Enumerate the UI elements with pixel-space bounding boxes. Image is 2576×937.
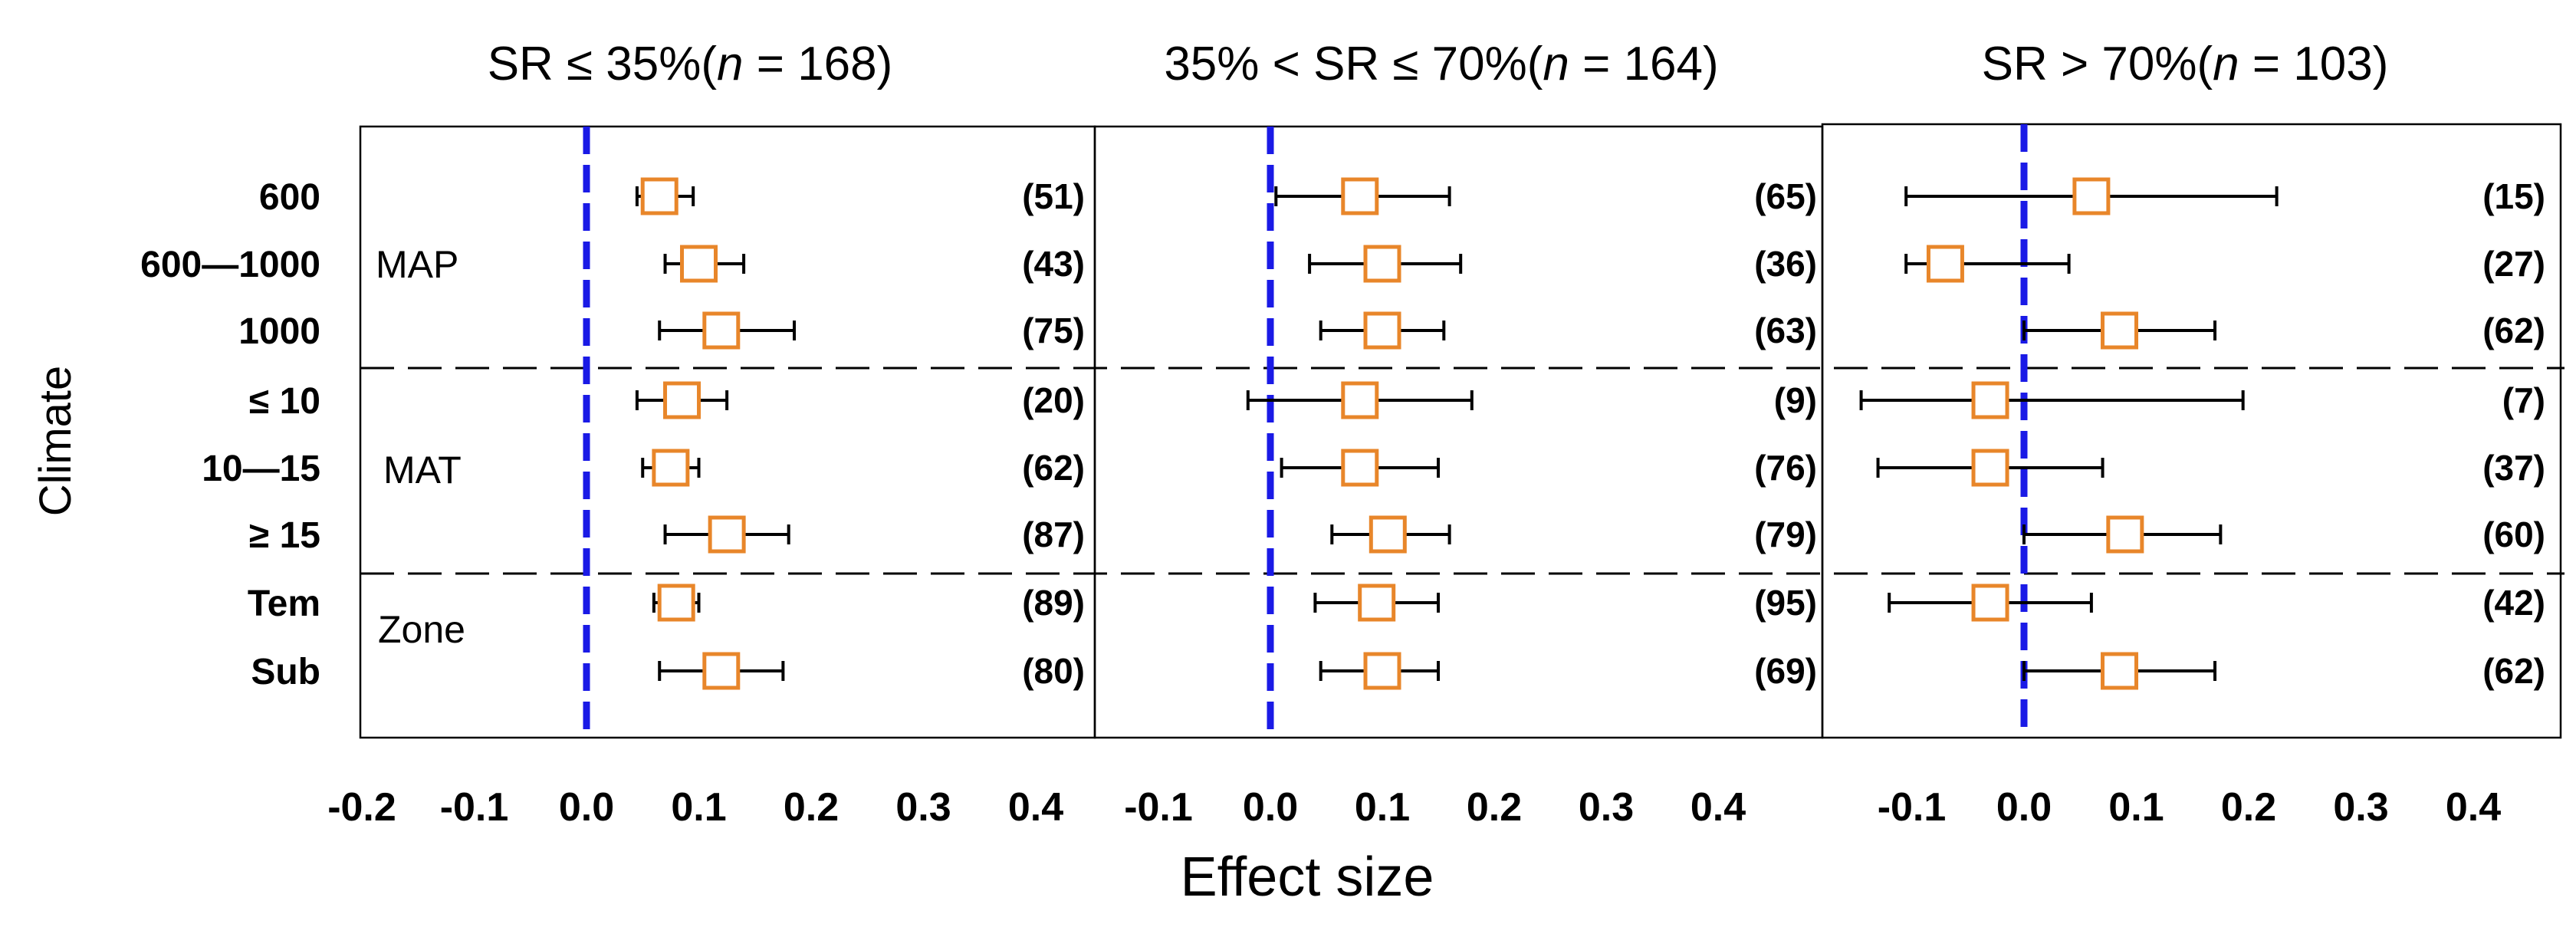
x-tick-label: -0.2	[327, 785, 396, 830]
row-label: 10—15	[202, 449, 320, 489]
sample-count-label: (69)	[1754, 651, 1817, 691]
x-tick-label: 0.0	[1996, 785, 2052, 830]
sample-count-label: (95)	[1754, 583, 1817, 623]
effect-marker	[1971, 584, 2009, 622]
effect-marker	[2072, 177, 2111, 215]
x-tick-label: 0.2	[1467, 785, 1522, 830]
panel-title-prefix: 35% < SR ≤ 70%(	[1164, 38, 1543, 90]
effect-marker	[652, 449, 690, 487]
panel-frame	[359, 125, 1096, 739]
x-axis-label: Effect size	[1181, 847, 1434, 908]
effect-marker	[1368, 515, 1407, 554]
effect-marker	[657, 584, 695, 622]
effect-marker	[1341, 449, 1379, 487]
x-tick-label: 0.3	[1579, 785, 1634, 830]
sample-count-label: (62)	[2482, 311, 2545, 350]
sample-count-label: (62)	[1022, 448, 1085, 488]
x-tick-label: 0.2	[784, 785, 839, 830]
x-tick-label: -0.1	[1878, 785, 1947, 830]
effect-marker	[2106, 515, 2144, 554]
x-tick-label: 0.4	[1691, 785, 1746, 830]
x-tick-label: 0.2	[2221, 785, 2276, 830]
effect-marker	[702, 652, 741, 690]
x-tick-label: 0.0	[559, 785, 614, 830]
sample-count-label: (79)	[1754, 515, 1817, 554]
sample-count-label: (9)	[1774, 380, 1817, 420]
sample-count-label: (75)	[1022, 311, 1085, 350]
sample-count-label: (36)	[1754, 244, 1817, 284]
effect-marker	[1341, 177, 1379, 215]
sample-count-label: (51)	[1022, 176, 1085, 216]
row-label: 600—1000	[140, 245, 320, 285]
group-label: MAT	[383, 449, 462, 492]
sample-count-label: (89)	[1022, 583, 1085, 623]
row-label: ≥ 15	[249, 515, 320, 556]
x-tick-label: 0.1	[2108, 785, 2164, 830]
effect-marker	[1341, 381, 1379, 419]
row-label: 600	[259, 177, 320, 218]
x-tick-label: 0.4	[2446, 785, 2501, 830]
row-label: Tem	[248, 584, 320, 624]
panel-title: 35% < SR ≤ 70%(n = 164)	[1164, 38, 1718, 90]
y-axis-label: Climate	[31, 366, 80, 517]
sample-count-label: (20)	[1022, 380, 1085, 420]
row-label: ≤ 10	[249, 381, 320, 422]
x-tick-label: 0.1	[1355, 785, 1410, 830]
panel-title: SR ≤ 35%(n = 168)	[488, 38, 893, 90]
panel-frame	[1821, 123, 2562, 739]
x-tick-label: 0.0	[1243, 785, 1298, 830]
effect-marker	[2101, 311, 2139, 350]
panel-title-suffix: = 103)	[2239, 38, 2389, 90]
sample-count-label: (43)	[1022, 244, 1085, 284]
row-label: Sub	[251, 652, 320, 692]
sample-count-label: (80)	[1022, 651, 1085, 691]
effect-marker	[663, 381, 702, 419]
panel-title-suffix: = 168)	[744, 38, 893, 90]
x-tick-label: 0.1	[671, 785, 726, 830]
panel-title: SR > 70%(n = 103)	[1982, 38, 2389, 90]
sample-count-label: (76)	[1754, 448, 1817, 488]
effect-marker	[1358, 584, 1396, 622]
effect-marker	[2101, 652, 2139, 690]
effect-marker	[1926, 245, 1964, 283]
sample-count-label: (15)	[2482, 176, 2545, 216]
effect-marker	[1363, 245, 1401, 283]
group-label: Zone	[378, 608, 465, 651]
x-tick-label: -0.1	[440, 785, 509, 830]
effect-marker	[640, 177, 678, 215]
effect-marker	[708, 515, 746, 554]
x-tick-label: -0.1	[1124, 785, 1193, 830]
effect-marker	[1971, 449, 2009, 487]
effect-marker	[702, 311, 741, 350]
x-tick-label: 0.3	[2333, 785, 2388, 830]
effect-marker	[1363, 311, 1401, 350]
effect-marker	[1363, 652, 1401, 690]
panel-frame	[1093, 125, 1824, 739]
panel-title-prefix: SR ≤ 35%(	[488, 38, 718, 90]
group-label: MAP	[376, 243, 458, 286]
effect-marker	[680, 245, 718, 283]
effect-marker	[1971, 381, 2009, 419]
sample-count-label: (37)	[2482, 448, 2545, 488]
row-label: 1000	[238, 311, 320, 352]
sample-count-label: (60)	[2482, 515, 2545, 554]
sample-count-label: (62)	[2482, 651, 2545, 691]
panel-title-prefix: SR > 70%(	[1982, 38, 2213, 90]
x-tick-label: 0.4	[1008, 785, 1063, 830]
panel-title-n: n	[717, 38, 743, 90]
sample-count-label: (42)	[2482, 583, 2545, 623]
sample-count-label: (65)	[1754, 176, 1817, 216]
sample-count-label: (27)	[2482, 244, 2545, 284]
sample-count-label: (63)	[1754, 311, 1817, 350]
panel-title-n: n	[1543, 38, 1569, 90]
panel-title-n: n	[2213, 38, 2239, 90]
sample-count-label: (87)	[1022, 515, 1085, 554]
x-tick-label: 0.3	[895, 785, 951, 830]
sample-count-label: (7)	[2502, 380, 2545, 420]
panel-title-suffix: = 164)	[1569, 38, 1719, 90]
